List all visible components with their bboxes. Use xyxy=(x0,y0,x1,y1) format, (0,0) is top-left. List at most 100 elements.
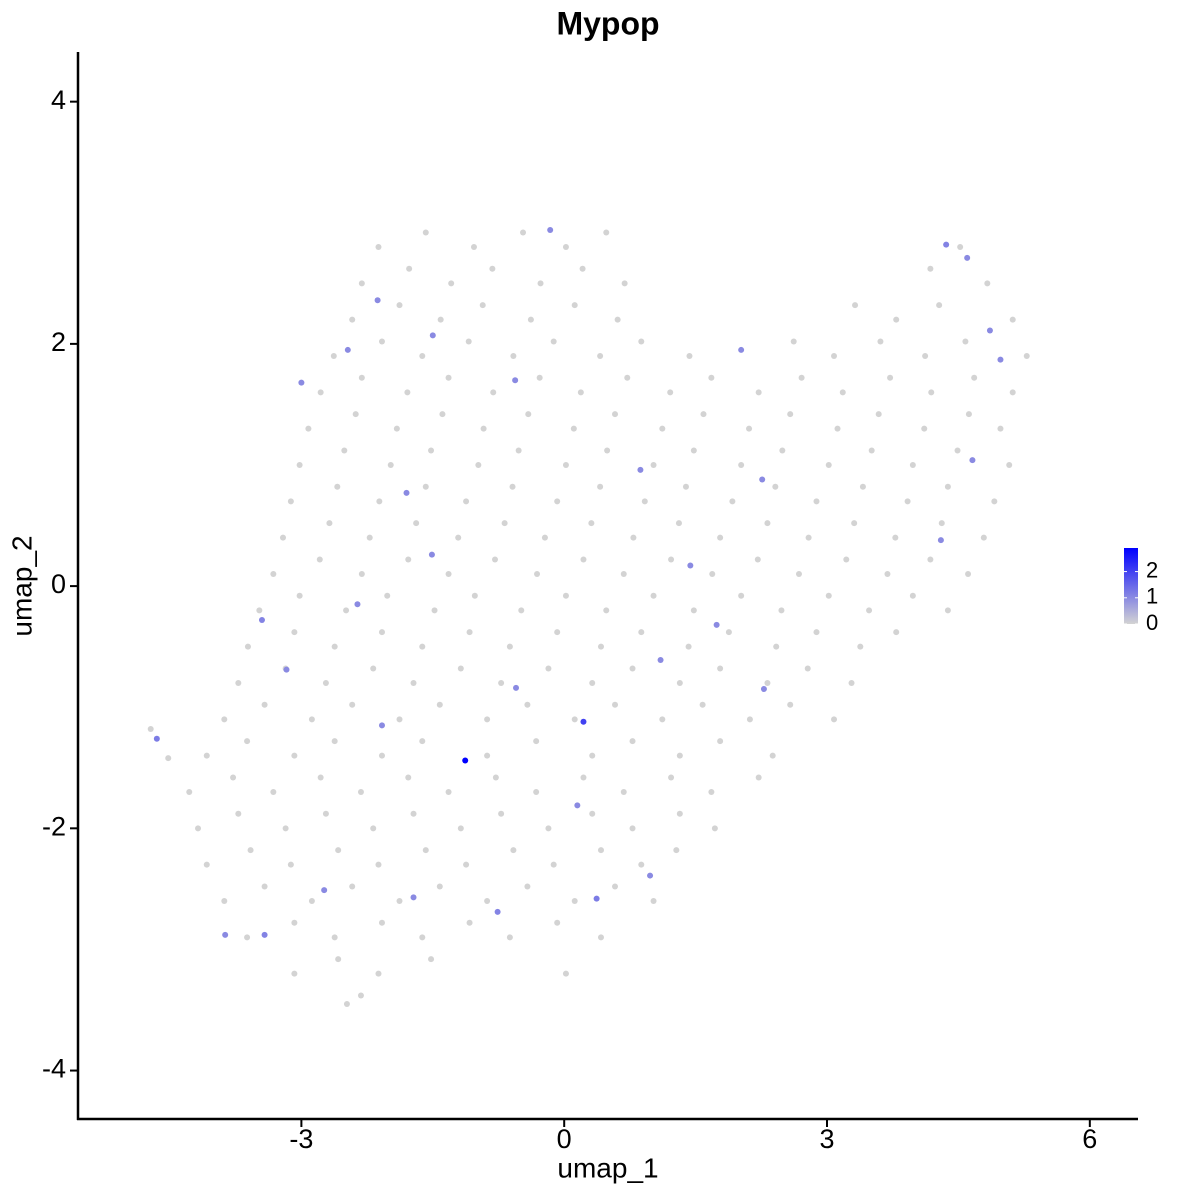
point xyxy=(524,883,531,890)
point xyxy=(629,738,636,745)
point xyxy=(261,931,268,938)
point xyxy=(547,227,554,234)
point xyxy=(787,411,794,418)
point xyxy=(904,498,911,505)
point xyxy=(852,302,859,309)
point xyxy=(378,919,385,926)
point xyxy=(668,556,675,563)
point xyxy=(396,716,403,723)
point xyxy=(991,498,998,505)
point xyxy=(484,752,491,759)
point xyxy=(291,970,298,977)
point xyxy=(436,883,443,890)
point xyxy=(638,338,645,345)
point xyxy=(330,352,337,359)
point xyxy=(676,810,683,817)
point xyxy=(244,934,251,941)
point xyxy=(687,562,694,569)
point xyxy=(422,847,429,854)
point xyxy=(579,265,586,272)
point xyxy=(287,498,294,505)
point xyxy=(839,389,846,396)
point xyxy=(375,243,382,250)
point xyxy=(448,280,455,287)
point xyxy=(690,447,697,454)
point xyxy=(580,774,587,781)
point xyxy=(343,1000,350,1007)
point xyxy=(431,607,438,614)
point xyxy=(875,411,882,418)
point xyxy=(769,752,776,759)
point xyxy=(490,389,497,396)
point xyxy=(406,265,413,272)
point xyxy=(717,738,724,745)
point xyxy=(589,752,596,759)
point xyxy=(378,629,385,636)
point xyxy=(986,327,993,334)
point xyxy=(491,556,498,563)
point xyxy=(773,643,780,650)
point xyxy=(738,346,745,353)
point xyxy=(512,377,519,384)
point xyxy=(659,425,666,432)
point xyxy=(738,592,745,599)
point xyxy=(370,665,377,672)
point xyxy=(153,735,160,742)
colorbar-tick-label: 1 xyxy=(1146,584,1158,609)
point xyxy=(471,592,478,599)
point xyxy=(296,461,303,468)
point xyxy=(676,752,683,759)
point xyxy=(322,679,329,686)
point xyxy=(291,919,298,926)
point xyxy=(428,551,435,558)
point xyxy=(772,483,779,490)
point xyxy=(308,897,315,904)
point xyxy=(244,738,251,745)
point xyxy=(603,607,610,614)
point xyxy=(717,534,724,541)
point xyxy=(641,498,648,505)
point xyxy=(938,520,945,527)
point xyxy=(659,716,666,723)
point xyxy=(298,379,305,386)
point xyxy=(439,411,446,418)
point xyxy=(537,280,544,287)
point xyxy=(604,447,611,454)
point xyxy=(498,810,505,817)
point xyxy=(831,352,838,359)
point xyxy=(759,476,766,483)
point xyxy=(378,722,385,729)
point xyxy=(965,570,972,577)
point xyxy=(287,861,294,868)
point xyxy=(536,374,543,381)
point xyxy=(147,726,154,733)
point xyxy=(331,934,338,941)
point xyxy=(571,716,578,723)
point xyxy=(868,447,875,454)
point xyxy=(466,629,473,636)
point xyxy=(534,570,541,577)
x-tick-label: 6 xyxy=(1082,1124,1097,1154)
point xyxy=(527,316,534,323)
point xyxy=(545,665,552,672)
point xyxy=(258,617,265,624)
point xyxy=(798,374,805,381)
point xyxy=(501,520,508,527)
point xyxy=(510,352,517,359)
point xyxy=(376,498,383,505)
point xyxy=(370,825,377,832)
point xyxy=(498,679,505,686)
point xyxy=(256,607,263,614)
point xyxy=(944,483,951,490)
point xyxy=(937,537,944,544)
point xyxy=(374,297,381,304)
point xyxy=(457,825,464,832)
point xyxy=(282,825,289,832)
point xyxy=(344,346,351,353)
point xyxy=(465,338,472,345)
point xyxy=(270,570,277,577)
y-tick-label: -4 xyxy=(42,1054,66,1084)
point xyxy=(638,629,645,636)
point xyxy=(795,570,802,577)
point xyxy=(445,788,452,795)
